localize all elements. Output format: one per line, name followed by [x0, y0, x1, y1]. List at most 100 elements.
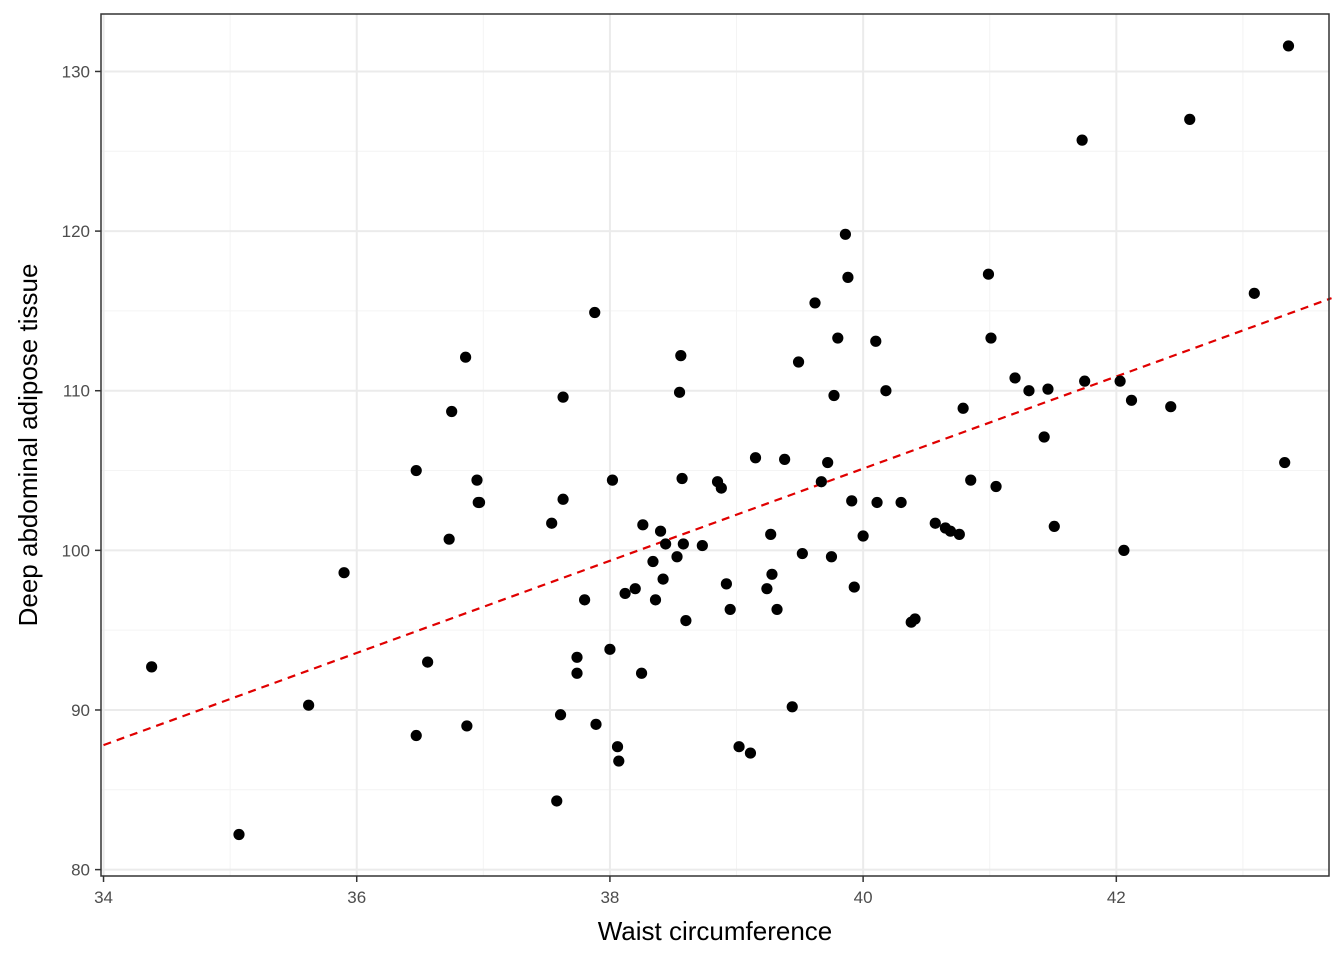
- data-point: [733, 741, 745, 753]
- data-point: [680, 614, 692, 627]
- data-point: [613, 755, 625, 767]
- data-point: [649, 594, 662, 606]
- data-point: [828, 389, 840, 402]
- data-point: [766, 568, 778, 580]
- data-point: [303, 699, 315, 711]
- data-point: [715, 482, 727, 494]
- data-point: [589, 306, 601, 319]
- data-point: [744, 747, 757, 759]
- data-point: [460, 351, 472, 363]
- x-tick-label: 36: [347, 888, 366, 907]
- data-point: [637, 519, 649, 531]
- data-point: [647, 555, 659, 568]
- major-gridlines: [101, 14, 1329, 876]
- data-point: [1184, 113, 1196, 125]
- y-tick-label: 110: [63, 382, 90, 401]
- data-point: [676, 472, 688, 485]
- data-point: [471, 474, 483, 486]
- data-point: [1125, 394, 1138, 406]
- data-points: [146, 40, 1295, 841]
- data-point: [551, 795, 563, 807]
- data-point: [422, 656, 434, 668]
- data-point: [846, 495, 858, 507]
- data-point: [473, 496, 486, 509]
- data-point: [771, 603, 783, 616]
- data-point: [870, 335, 882, 347]
- x-tick-label: 40: [854, 888, 873, 907]
- data-point: [654, 525, 667, 537]
- data-point: [446, 405, 458, 418]
- data-point: [629, 583, 641, 595]
- data-point: [611, 741, 624, 753]
- data-point: [957, 402, 969, 414]
- x-tick-label: 38: [600, 888, 619, 907]
- data-point: [985, 332, 997, 344]
- data-point: [809, 297, 821, 309]
- data-point: [857, 530, 869, 542]
- data-point: [1038, 431, 1050, 443]
- data-point: [880, 385, 892, 397]
- data-point: [554, 709, 567, 721]
- data-point: [1118, 544, 1130, 556]
- data-point: [990, 480, 1002, 493]
- data-point: [982, 268, 995, 280]
- data-point: [792, 356, 805, 368]
- x-tick-label: 34: [94, 888, 113, 907]
- x-axis-title: Waist circumference: [598, 916, 833, 946]
- data-point: [1042, 383, 1054, 395]
- data-point: [461, 720, 473, 732]
- data-point: [832, 332, 844, 344]
- minor-gridlines: [101, 14, 1329, 876]
- data-point: [839, 228, 851, 240]
- trend-line: [103, 297, 1332, 747]
- data-point: [848, 581, 860, 593]
- data-point: [779, 453, 791, 465]
- data-point: [1282, 40, 1295, 52]
- y-axis-title: Deep abdominal adipose tissue: [13, 264, 43, 627]
- data-point: [571, 667, 583, 679]
- y-tick-label: 120: [62, 222, 90, 241]
- data-point: [604, 643, 616, 655]
- data-point: [410, 464, 422, 477]
- data-point: [696, 539, 708, 552]
- data-point: [1248, 287, 1260, 299]
- data-point: [1165, 401, 1177, 413]
- data-point: [1009, 372, 1021, 384]
- data-point: [671, 551, 683, 563]
- data-point: [571, 651, 583, 663]
- data-point: [825, 551, 838, 563]
- data-point: [546, 517, 558, 529]
- x-axis-ticks: 34 36 38 40 42: [94, 876, 1126, 907]
- data-point: [557, 493, 569, 505]
- data-point: [1279, 456, 1291, 469]
- data-point: [443, 533, 455, 545]
- data-point: [944, 525, 957, 537]
- data-point: [822, 456, 834, 469]
- data-point: [765, 528, 777, 540]
- data-point: [761, 583, 773, 595]
- y-axis-ticks: 80 90 100 110 120 130: [62, 62, 101, 880]
- data-point: [815, 476, 827, 488]
- data-point: [557, 391, 569, 403]
- data-point: [1114, 375, 1126, 387]
- data-point: [146, 661, 158, 673]
- plot-background: [101, 14, 1329, 876]
- data-point: [410, 729, 422, 742]
- data-point: [606, 474, 619, 486]
- plot-border: [100, 13, 1330, 877]
- data-point: [909, 613, 921, 625]
- data-point: [579, 594, 591, 606]
- data-point: [1023, 385, 1035, 397]
- data-point: [871, 496, 883, 509]
- x-tick-label: 42: [1107, 888, 1126, 907]
- data-point: [338, 567, 350, 579]
- data-point: [953, 528, 965, 540]
- data-point: [749, 452, 762, 464]
- data-point: [786, 701, 798, 713]
- y-tick-label: 130: [62, 62, 90, 81]
- data-point: [720, 578, 732, 590]
- data-point: [1048, 520, 1060, 533]
- data-point: [233, 828, 245, 841]
- data-point: [842, 271, 854, 283]
- data-point: [675, 350, 687, 362]
